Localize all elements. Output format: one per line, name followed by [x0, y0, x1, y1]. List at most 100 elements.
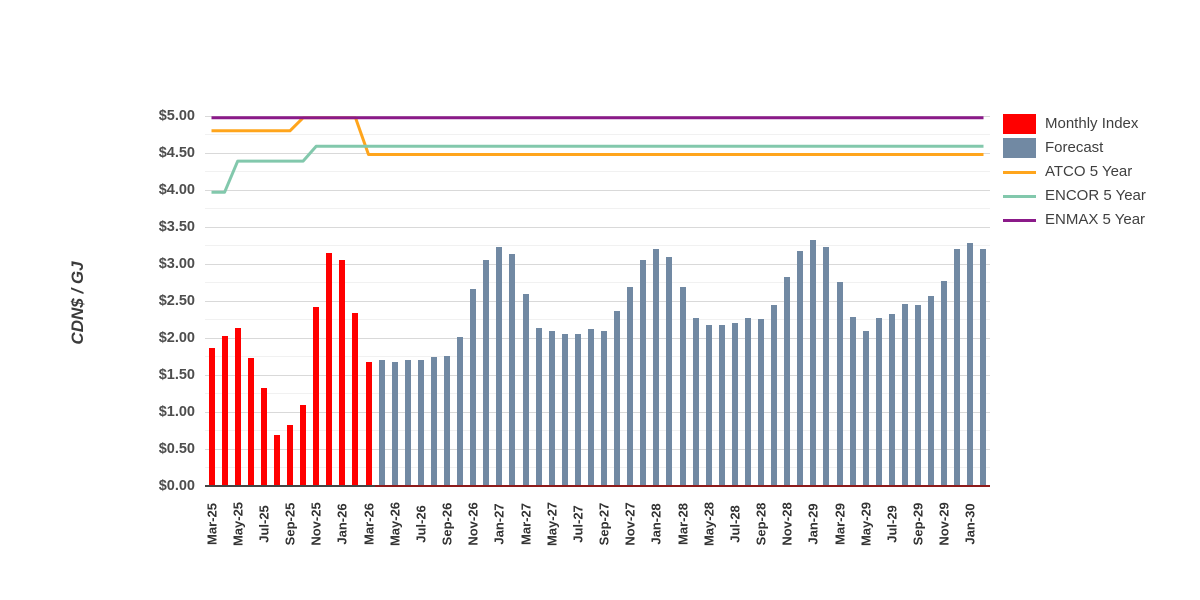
y-axis-tick-label: $3.50	[158, 219, 195, 235]
bar-forecast[interactable]	[601, 331, 608, 486]
gridline	[205, 356, 990, 357]
x-axis-tick-label: Sep-26	[439, 502, 455, 546]
bar-forecast[interactable]	[980, 248, 987, 486]
bar-forecast[interactable]	[587, 329, 594, 486]
gridline	[205, 319, 990, 320]
bar-forecast[interactable]	[574, 334, 581, 486]
x-axis-tick-label: Jan-26	[334, 503, 350, 545]
bar-forecast[interactable]	[457, 336, 464, 486]
bar-forecast[interactable]	[875, 318, 882, 486]
y-axis-tick-label: $1.00	[158, 404, 195, 420]
bar-forecast[interactable]	[561, 334, 568, 486]
price-lines-svg	[211, 116, 984, 194]
x-axis-tick-label: May-29	[858, 501, 874, 547]
legend-item-enmax-5-year[interactable]: ENMAX 5 Year	[1003, 208, 1146, 232]
bar-forecast[interactable]	[797, 250, 804, 486]
legend-item-atco-5-year[interactable]: ATCO 5 Year	[1003, 160, 1146, 184]
bar-forecast[interactable]	[705, 324, 712, 486]
bar-forecast[interactable]	[692, 318, 699, 486]
bar-forecast[interactable]	[901, 304, 908, 486]
legend-item-encor-5-year[interactable]: ENCOR 5 Year	[1003, 184, 1146, 208]
bar-monthly-index[interactable]	[313, 306, 320, 486]
bar-forecast[interactable]	[758, 318, 765, 486]
gridline	[205, 226, 990, 228]
legend-item-monthly-index[interactable]: Monthly Index	[1003, 112, 1146, 136]
bar-forecast[interactable]	[614, 311, 621, 486]
bar-forecast[interactable]	[731, 322, 738, 486]
bar-forecast[interactable]	[417, 360, 424, 486]
legend-item-forecast[interactable]: Forecast	[1003, 136, 1146, 160]
bar-forecast[interactable]	[941, 281, 948, 486]
bar-forecast[interactable]	[810, 240, 817, 486]
bar-forecast[interactable]	[784, 277, 791, 486]
x-axis-tick-label: May-25	[230, 501, 246, 547]
x-axis-tick-label: Jul-29	[884, 505, 900, 543]
bar-forecast[interactable]	[771, 305, 778, 486]
bar-forecast[interactable]	[862, 330, 869, 486]
bar-monthly-index[interactable]	[300, 405, 307, 486]
bar-forecast[interactable]	[548, 331, 555, 486]
bar-monthly-index[interactable]	[273, 434, 280, 486]
x-axis-tick-label: Jan-27	[491, 503, 507, 545]
y-axis-tick-label: $3.00	[158, 256, 195, 272]
x-axis-tick-label: Mar-29	[832, 503, 847, 545]
legend-label: Monthly Index	[1045, 115, 1139, 132]
atco-5-year-line	[211, 116, 984, 156]
bar-monthly-index[interactable]	[287, 425, 294, 486]
bar-monthly-index[interactable]	[247, 358, 254, 486]
bar-forecast[interactable]	[888, 313, 895, 486]
bar-forecast[interactable]	[378, 359, 385, 486]
legend-swatch-enmax-5-year	[1003, 218, 1036, 222]
bar-forecast[interactable]	[967, 242, 974, 486]
bar-forecast[interactable]	[430, 357, 437, 486]
bar-forecast[interactable]	[849, 317, 856, 486]
bar-forecast[interactable]	[404, 360, 411, 486]
gridline	[205, 337, 990, 339]
bar-forecast[interactable]	[718, 325, 725, 486]
x-axis-tick-label: Jan-28	[648, 503, 664, 545]
bar-forecast[interactable]	[391, 362, 398, 486]
x-axis-tick-label: May-28	[701, 501, 717, 547]
bar-monthly-index[interactable]	[260, 388, 267, 486]
x-axis-tick-label: Sep-27	[596, 502, 612, 546]
y-axis-tick-label: $0.00	[158, 478, 195, 494]
gridline	[205, 374, 990, 376]
bar-forecast[interactable]	[627, 286, 634, 486]
y-axis-title: CDN$ / GJ	[68, 261, 87, 345]
bar-forecast[interactable]	[509, 253, 516, 486]
bar-forecast[interactable]	[444, 355, 451, 486]
x-axis-tick-label: Mar-28	[675, 503, 690, 545]
x-axis-tick-label: Sep-28	[753, 502, 769, 546]
gridline	[205, 134, 990, 135]
bar-forecast[interactable]	[679, 286, 686, 486]
bar-forecast[interactable]	[522, 293, 529, 486]
bar-forecast[interactable]	[483, 259, 490, 486]
x-axis-tick-label: Nov-27	[622, 502, 638, 546]
y-axis-tick-label: $0.50	[158, 441, 195, 457]
bar-forecast[interactable]	[744, 318, 751, 486]
bar-forecast[interactable]	[915, 304, 922, 486]
bar-forecast[interactable]	[823, 247, 830, 486]
gridline	[205, 115, 990, 117]
bar-forecast[interactable]	[666, 257, 673, 486]
encor-5-year-line	[211, 144, 984, 194]
bar-forecast[interactable]	[836, 281, 843, 486]
bar-monthly-index[interactable]	[339, 260, 346, 486]
bar-forecast[interactable]	[653, 249, 660, 486]
x-axis-tick-label: Nov-28	[779, 502, 795, 546]
x-axis-tick-label: Nov-26	[465, 502, 481, 546]
bar-monthly-index[interactable]	[365, 361, 372, 486]
bar-forecast[interactable]	[640, 260, 647, 486]
bar-monthly-index[interactable]	[208, 348, 215, 486]
bar-monthly-index[interactable]	[326, 252, 333, 486]
bar-monthly-index[interactable]	[221, 335, 228, 486]
bar-monthly-index[interactable]	[352, 312, 359, 486]
bar-forecast[interactable]	[470, 289, 477, 486]
x-axis-tick-label: Mar-25	[204, 503, 219, 545]
bar-forecast[interactable]	[496, 247, 503, 486]
bar-forecast[interactable]	[954, 248, 961, 486]
bar-monthly-index[interactable]	[234, 327, 241, 486]
bar-forecast[interactable]	[928, 295, 935, 486]
x-axis-tick-label: Jul-28	[727, 505, 743, 543]
bar-forecast[interactable]	[535, 327, 542, 486]
